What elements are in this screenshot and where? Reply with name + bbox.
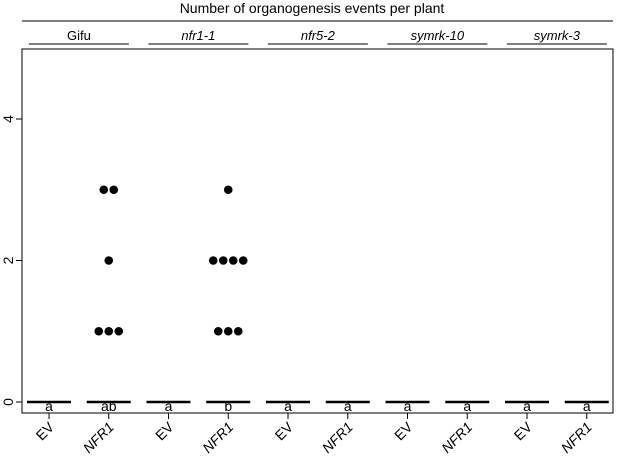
y-axis: 0 2 4	[0, 115, 22, 406]
data-point	[104, 256, 114, 265]
y-tick-label: 0	[0, 398, 16, 406]
data-point	[104, 326, 114, 336]
x-tick-label: NFR1	[199, 419, 236, 456]
significance-letter: a	[463, 398, 471, 414]
x-tick-label: EV	[152, 418, 177, 443]
genotype-header: symrk-10	[411, 28, 465, 43]
significance-letter: ab	[101, 398, 117, 414]
x-tick-label: NFR1	[438, 419, 475, 456]
x-axis: EV NFR1 EV NFR1 EV NFR1 EV NFR1 EV NFR1	[33, 413, 595, 456]
genotype-header: nfr1-1	[181, 28, 215, 43]
data-point	[228, 256, 238, 265]
data-point	[208, 256, 218, 265]
plot-frame	[21, 48, 614, 414]
chart-title: Number of organogenesis events per plant	[180, 0, 445, 16]
data-points	[94, 185, 248, 336]
data-point	[213, 326, 223, 336]
y-tick-label: 2	[0, 256, 16, 264]
y-tick-label: 4	[0, 115, 16, 123]
genotype-header: Gifu	[67, 28, 91, 43]
x-tick-label: NFR1	[558, 419, 595, 456]
significance-letter: a	[583, 398, 591, 414]
x-tick-label: EV	[511, 418, 536, 443]
data-point	[223, 326, 233, 336]
significance-letters: a ab a b a a a a a a	[45, 398, 591, 414]
significance-letter: a	[165, 398, 173, 414]
data-point	[99, 185, 109, 195]
significance-letter: a	[45, 398, 53, 414]
data-point	[94, 326, 104, 336]
data-point	[218, 256, 228, 265]
data-point	[223, 185, 233, 195]
data-point	[114, 326, 124, 336]
significance-letter: b	[224, 398, 232, 414]
significance-letter: a	[284, 398, 292, 414]
genotype-headers: Gifu nfr1-1 nfr5-2 symrk-10 symrk-3	[28, 28, 607, 45]
x-tick-label: NFR1	[80, 419, 117, 456]
x-tick-label: EV	[391, 418, 416, 443]
x-tick-label: EV	[272, 418, 297, 443]
genotype-header: symrk-3	[534, 28, 581, 43]
significance-letter: a	[523, 398, 531, 414]
genotype-header: nfr5-2	[301, 28, 336, 43]
significance-letter: a	[344, 398, 352, 414]
data-point	[233, 326, 243, 336]
significance-letter: a	[404, 398, 412, 414]
data-point	[109, 185, 119, 195]
x-tick-label: NFR1	[319, 419, 356, 456]
x-tick-label: EV	[33, 418, 58, 443]
data-point	[238, 256, 248, 265]
